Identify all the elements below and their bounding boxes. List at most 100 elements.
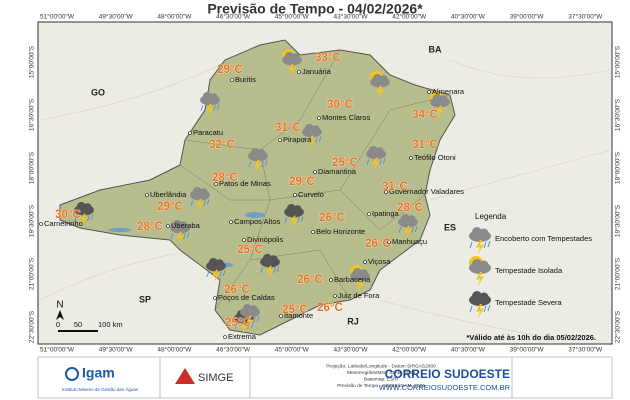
latitude-label: 19°30'00"S xyxy=(28,204,36,237)
rain xyxy=(469,304,491,313)
city-dot xyxy=(214,182,218,186)
temperature: 31°C xyxy=(275,122,301,134)
longitude-label: 43°30'00"W xyxy=(334,346,369,354)
cloud xyxy=(172,219,182,229)
weather-icon xyxy=(302,123,322,149)
temperature: 26°C xyxy=(365,238,391,250)
longitude-label: 37°30'00"W xyxy=(568,13,603,21)
cloud xyxy=(479,260,489,270)
state-label: BA xyxy=(429,44,442,54)
temperature: 26°C xyxy=(319,212,345,224)
city-dot xyxy=(384,190,388,194)
temperature: 25°C xyxy=(282,304,308,316)
lightning xyxy=(206,103,214,117)
city-label: Curvelo xyxy=(298,190,324,199)
city-dot xyxy=(242,238,246,242)
credit-line: Previsão de Tempo - SIMGE/IGAM, 2026 xyxy=(337,383,425,389)
city-dot xyxy=(145,193,149,197)
lightning xyxy=(176,231,184,245)
legend-title: Legenda xyxy=(475,212,507,221)
cloud xyxy=(284,51,294,61)
state-label: GO xyxy=(91,87,105,97)
city-label: Pirapora xyxy=(283,135,312,144)
lightning xyxy=(372,157,380,171)
credit-line: Projeção: Latitude/Longitude - Datum SIR… xyxy=(326,363,436,369)
city-dot xyxy=(279,314,283,318)
city-dot xyxy=(166,224,170,228)
city-label: Juiz de Fora xyxy=(338,291,380,300)
city-dot xyxy=(297,70,301,74)
weather-icon xyxy=(74,201,94,227)
latitude-label: 16°30'00"S xyxy=(614,98,622,131)
brand-url: WWW.CORREIOSUDOESTE.COM.BR xyxy=(379,383,511,392)
weather-icon xyxy=(282,49,302,77)
latitude-label: 16°30'00"S xyxy=(28,98,36,131)
weather-icon xyxy=(350,265,370,293)
weather-icon xyxy=(200,91,220,117)
city-dot xyxy=(230,78,234,82)
cloud xyxy=(262,253,272,263)
temperature: 25°C xyxy=(225,317,251,329)
footer-box xyxy=(37,356,613,399)
temperature: 25°C xyxy=(332,157,358,169)
city-label: Montes Claros xyxy=(322,113,371,122)
rain xyxy=(302,136,322,143)
city-label: Uberaba xyxy=(171,221,201,230)
city-label: Almenara xyxy=(432,87,465,96)
city-label: Diamantina xyxy=(318,167,357,176)
rain xyxy=(240,316,260,323)
lightning xyxy=(288,63,296,77)
igam-subtitle: Instituto Mineiro de Gestão das Águas xyxy=(62,386,139,392)
cloud xyxy=(249,305,258,314)
city-label: Campos Altos xyxy=(234,217,281,226)
scale-label: 0 xyxy=(56,320,60,329)
legend-label: Tempestade Severa xyxy=(495,298,563,307)
temperature: 28°C xyxy=(212,172,238,184)
cloud xyxy=(293,205,302,214)
cloud xyxy=(472,227,482,237)
rain xyxy=(248,160,268,167)
longitude-label: 49°30'00"W xyxy=(99,13,134,21)
brand: CORREIO SUDOESTE xyxy=(385,367,510,381)
cloud xyxy=(269,255,278,264)
lightning xyxy=(376,85,384,99)
city-label: Teófilo Otoni xyxy=(414,153,456,162)
lightning xyxy=(196,198,204,212)
temperature: 30°C xyxy=(55,209,81,221)
cloud xyxy=(472,291,482,301)
igam-name: Igam xyxy=(82,365,115,381)
temperature: 26°C xyxy=(317,302,343,314)
lightning xyxy=(476,304,484,318)
city-dot xyxy=(333,294,337,298)
temperature: 26°C xyxy=(224,284,250,296)
igam-logo xyxy=(65,367,79,381)
city-dot xyxy=(229,220,233,224)
city-label: Uberlândia xyxy=(150,190,187,199)
temperature: 26°C xyxy=(297,274,323,286)
temperature: 34°C xyxy=(412,109,438,121)
city-dot xyxy=(313,170,317,174)
city-dot xyxy=(188,131,192,135)
cloud xyxy=(83,203,92,212)
latitude-label: 22°30'00"S xyxy=(614,310,622,343)
cloud xyxy=(199,188,208,197)
longitude-label: 49°30'00"W xyxy=(99,346,134,354)
rain xyxy=(74,214,94,221)
cloud xyxy=(368,145,378,155)
state-label: ES xyxy=(444,222,456,232)
city-dot xyxy=(278,138,282,142)
city-label: Paracatu xyxy=(193,128,223,137)
cloud xyxy=(372,73,382,83)
simge-logo xyxy=(175,368,195,384)
city-dot xyxy=(363,260,367,264)
rain xyxy=(398,226,418,233)
state-label: SP xyxy=(139,294,151,304)
temperature: 29°C xyxy=(289,176,315,188)
latitude-label: 21°00'00"S xyxy=(28,257,36,290)
cloud xyxy=(432,93,442,103)
credit-line: Mesorregiões/MG - IGAM, 2009 xyxy=(347,370,415,376)
city-dot xyxy=(213,296,217,300)
rain xyxy=(200,104,220,111)
cloud xyxy=(209,93,218,102)
rain xyxy=(366,158,386,165)
